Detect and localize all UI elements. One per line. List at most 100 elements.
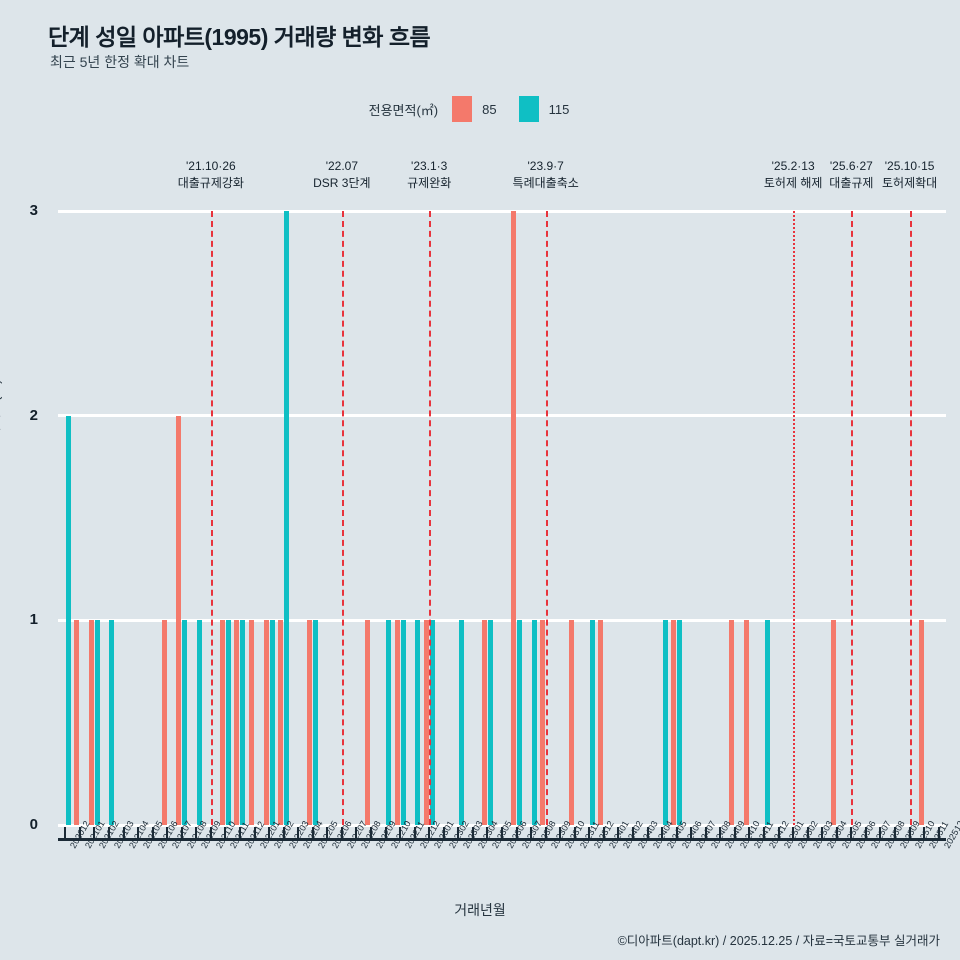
bar-202112-85: [234, 620, 240, 825]
bar-202301-115: [429, 620, 435, 825]
annotation-date: '23.1·3: [411, 159, 448, 173]
bar-202301-85: [423, 620, 429, 825]
annotation-202506: '25.6·27 대출규제: [829, 158, 873, 192]
gridline-y-2: [58, 414, 946, 418]
bar-202102-115: [94, 620, 100, 825]
annotation-date: '25.10·15: [884, 159, 935, 173]
bar-202111-85: [219, 620, 225, 825]
event-line-202110: [210, 211, 213, 825]
bar-202201-85: [249, 620, 255, 825]
bar-202205-85: [307, 620, 313, 825]
x-tick-202208: [355, 827, 358, 838]
x-tick-202303: [457, 827, 460, 838]
x-tick-202112: [238, 827, 241, 838]
gridline-y-1: [58, 618, 946, 622]
event-line-202510: [909, 211, 912, 825]
x-tick-202505: [835, 827, 838, 838]
x-tick-202410: [733, 827, 736, 838]
x-tick-202510: [908, 827, 911, 838]
annotation-202301: '23.1·3 규제완화: [407, 158, 451, 192]
bar-202312-115: [589, 620, 595, 825]
bar-202307-85: [511, 211, 517, 825]
y-axis-title: 거래량(건): [0, 379, 2, 440]
bar-202202-85: [263, 620, 269, 825]
annotation-text: 대출규제: [829, 176, 874, 190]
x-tick-202502: [792, 827, 795, 838]
event-line-202207: [341, 211, 344, 825]
bar-202308-115: [531, 620, 537, 825]
x-tick-202212: [413, 827, 416, 838]
x-tick-202404: [646, 827, 649, 838]
bar-202109-115: [196, 620, 202, 825]
bar-202406-85: [671, 620, 677, 825]
bar-202102-85: [88, 620, 94, 825]
x-tick-202511: [923, 827, 926, 838]
bar-202303-115: [458, 620, 464, 825]
x-tick-202402: [617, 827, 620, 838]
x-tick-202503: [806, 827, 809, 838]
x-tick-202409: [719, 827, 722, 838]
x-tick-202407: [690, 827, 693, 838]
annotation-202309: '23.9·7 특례대출축소: [513, 158, 579, 192]
x-tick-202308: [530, 827, 533, 838]
event-line-202309: [545, 211, 548, 825]
annotation-text: DSR 3단계: [313, 176, 371, 190]
annotation-date: '21.10·26: [186, 159, 236, 173]
x-tick-202509: [894, 827, 897, 838]
bar-202108-115: [182, 620, 188, 825]
annotation-text: 특례대출축소: [512, 176, 579, 190]
x-tick-202401: [602, 827, 605, 838]
bar-202511-85: [918, 620, 924, 825]
bar-202401-85: [598, 620, 604, 825]
annotation-date: '22.07: [325, 159, 359, 173]
legend-swatch-85: [452, 96, 473, 122]
x-tick-202307: [515, 827, 518, 838]
bar-202412-115: [764, 620, 770, 825]
x-axis-line: [58, 838, 946, 841]
annotation-202502: '25.2·13 토허제 해제: [764, 158, 823, 192]
x-tick-202507: [864, 827, 867, 838]
event-line-202506: [851, 211, 854, 825]
bar-202307-115: [517, 620, 523, 825]
y-tick-label-3: 3: [29, 202, 38, 219]
x-tick-202501: [777, 827, 780, 838]
x-tick-202203: [282, 827, 285, 838]
bar-202203-115: [284, 211, 290, 825]
x-tick-202105: [137, 827, 140, 838]
x-tick-202012: [64, 827, 67, 838]
annotation-date: '23.9·7: [527, 159, 564, 173]
x-tick-202211: [399, 827, 402, 838]
bar-202311-85: [569, 620, 575, 825]
x-tick-202508: [879, 827, 882, 838]
x-tick-202206: [326, 827, 329, 838]
x-tick-202207: [340, 827, 343, 838]
x-tick-202408: [704, 827, 707, 838]
bar-202108-85: [176, 415, 182, 825]
bar-202211-115: [400, 620, 406, 825]
bar-202107-85: [161, 620, 167, 825]
x-tick-202504: [821, 827, 824, 838]
annotation-text: 토허제확대: [881, 176, 938, 190]
y-tick-label-1: 1: [29, 611, 38, 629]
x-tick-202209: [369, 827, 372, 838]
bar-202211-85: [394, 620, 400, 825]
x-tick-202311: [573, 827, 576, 838]
bar-202212-115: [415, 620, 421, 825]
annotation-text: 규제완화: [407, 176, 452, 190]
chart-footer: ©디아파트(dapt.kr) / 2025.12.25 / 자료=국토교통부 실…: [617, 934, 940, 948]
x-tick-202506: [850, 827, 853, 838]
bar-202309-85: [540, 620, 546, 825]
bar-202012-115: [65, 415, 71, 825]
x-tick-202302: [442, 827, 445, 838]
x-tick-202204: [297, 827, 300, 838]
x-tick-202109: [195, 827, 198, 838]
x-tick-202312: [588, 827, 591, 838]
bar-202410-85: [729, 620, 735, 825]
x-tick-202301: [428, 827, 431, 838]
x-tick-202205: [311, 827, 314, 838]
bar-202111-115: [225, 620, 231, 825]
page-title: 단계 성일 아파트(1995) 거래량 변화 흐름: [48, 24, 431, 50]
bar-202305-115: [487, 620, 493, 825]
x-tick-202108: [180, 827, 183, 838]
